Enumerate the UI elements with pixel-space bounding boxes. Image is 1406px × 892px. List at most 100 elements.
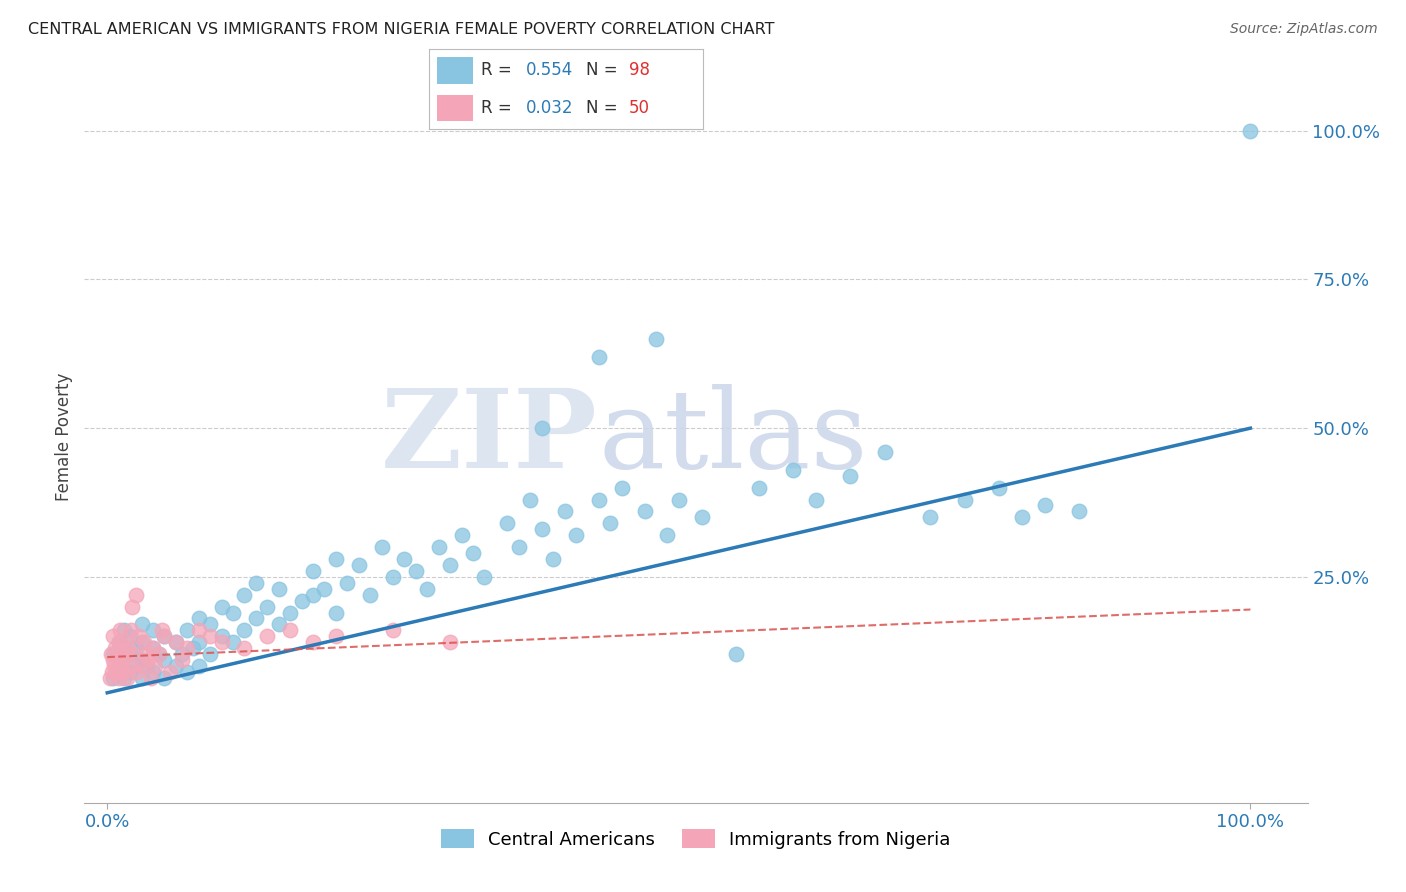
Point (519, 492, 541, 507)
Point (1033, 499, 1056, 513)
Point (198, 617, 221, 632)
Point (128, 629, 150, 643)
Point (325, 552, 347, 566)
Text: N =: N = (586, 99, 623, 117)
Point (508, 540, 530, 554)
Point (302, 635, 325, 649)
Point (359, 588, 381, 602)
Text: 0.032: 0.032 (526, 99, 574, 117)
Text: R =: R = (481, 99, 517, 117)
Point (405, 564, 427, 578)
Point (176, 624, 198, 638)
Point (427, 540, 450, 554)
Point (233, 624, 256, 638)
Point (125, 641, 148, 656)
Point (1011, 510, 1033, 524)
Point (222, 635, 245, 649)
Point (267, 582, 290, 596)
Point (233, 588, 256, 602)
Point (565, 528, 588, 542)
Point (117, 641, 139, 656)
Point (170, 647, 193, 661)
Point (804, 492, 827, 507)
Point (176, 665, 198, 679)
Point (233, 641, 256, 656)
Point (101, 665, 124, 679)
Point (150, 624, 173, 638)
Point (176, 641, 198, 656)
Point (107, 671, 129, 685)
Point (370, 540, 392, 554)
Point (98, 671, 121, 685)
Point (101, 653, 124, 667)
Point (153, 629, 176, 643)
Point (325, 606, 347, 620)
Point (101, 647, 124, 661)
Point (142, 641, 165, 656)
Text: 0.554: 0.554 (526, 62, 574, 79)
Point (112, 653, 135, 667)
Point (112, 665, 135, 679)
Point (120, 624, 142, 638)
Point (110, 653, 132, 667)
Point (198, 629, 221, 643)
Point (135, 647, 157, 661)
Point (187, 624, 209, 638)
Point (142, 641, 165, 656)
Point (953, 492, 976, 507)
Point (142, 624, 165, 638)
Point (1067, 504, 1090, 518)
Point (278, 624, 301, 638)
Point (782, 463, 804, 477)
Point (325, 629, 347, 643)
Text: ZIP: ZIP (381, 384, 598, 491)
Point (748, 481, 770, 495)
Point (165, 635, 187, 649)
Point (148, 647, 170, 661)
Point (107, 635, 129, 649)
Point (120, 629, 142, 643)
Text: N =: N = (586, 62, 623, 79)
Point (588, 350, 610, 364)
Point (633, 504, 655, 518)
Point (347, 558, 370, 572)
Point (439, 635, 461, 649)
Point (211, 599, 233, 614)
Point (131, 635, 153, 649)
Point (724, 647, 747, 661)
Point (839, 468, 862, 483)
Point (394, 552, 416, 566)
Text: 50: 50 (628, 99, 650, 117)
Point (165, 635, 187, 649)
Point (153, 671, 176, 685)
Point (101, 671, 124, 685)
Point (131, 653, 153, 667)
Point (120, 665, 142, 679)
Point (553, 504, 575, 518)
Point (101, 629, 124, 643)
Point (668, 492, 690, 507)
Point (1239, 124, 1261, 138)
Point (125, 665, 148, 679)
Point (107, 635, 129, 649)
Point (148, 647, 170, 661)
Point (245, 575, 267, 590)
Point (114, 635, 136, 649)
Point (222, 606, 245, 620)
Point (610, 481, 633, 495)
Point (153, 629, 176, 643)
Point (143, 659, 166, 673)
Point (131, 617, 153, 632)
Point (657, 528, 679, 542)
Point (107, 653, 129, 667)
Point (382, 570, 405, 584)
FancyBboxPatch shape (437, 57, 472, 84)
Point (112, 641, 135, 656)
Point (267, 617, 290, 632)
Text: 98: 98 (628, 62, 650, 79)
Point (187, 611, 209, 625)
Text: R =: R = (481, 62, 517, 79)
Point (115, 671, 138, 685)
Point (302, 564, 325, 578)
Point (256, 629, 278, 643)
